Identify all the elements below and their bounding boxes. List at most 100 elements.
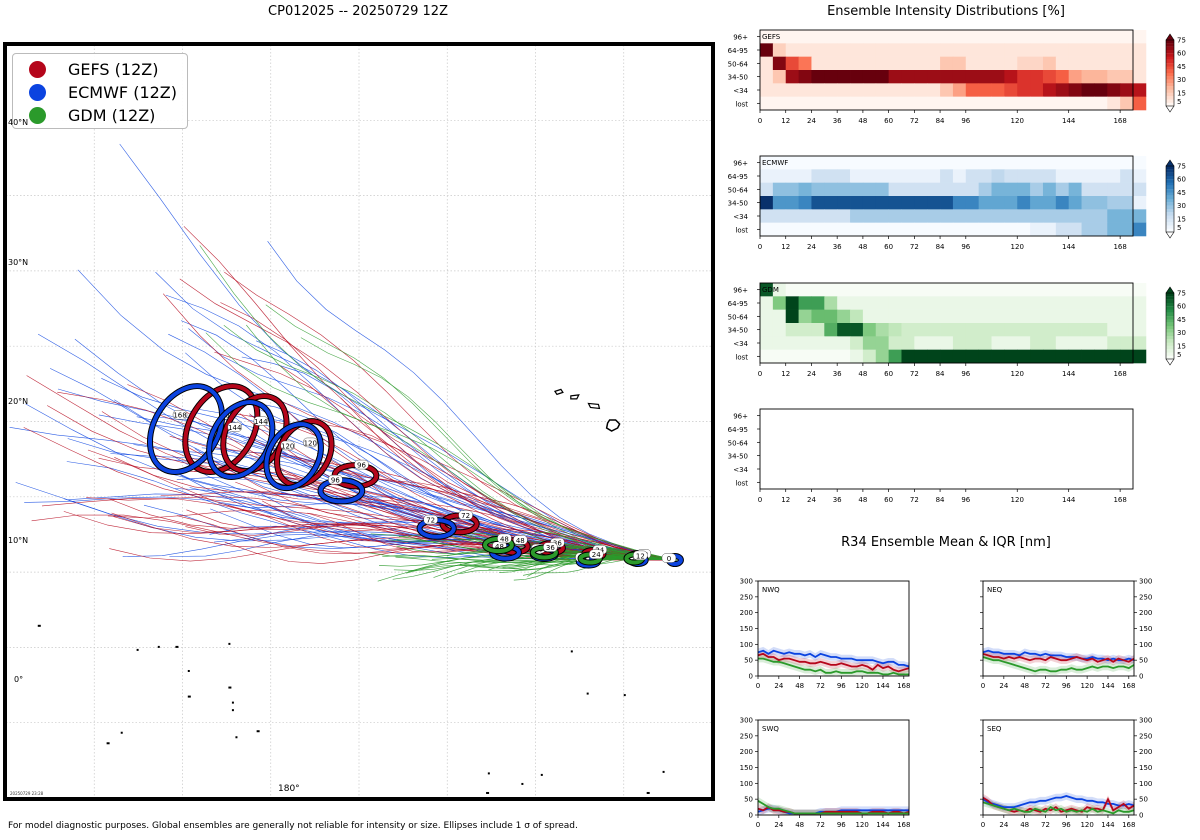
colorbar-tick-label: 5 <box>1177 98 1181 106</box>
colorbar-segment <box>1166 212 1174 216</box>
heatmap-cell <box>927 349 941 364</box>
heatmap-cell <box>1107 336 1121 350</box>
x-tick-label: 36 <box>833 243 842 251</box>
heatmap-cell <box>1068 349 1082 364</box>
heatmap-cell <box>824 96 838 111</box>
colorbar-segment <box>1166 73 1174 77</box>
y-tick-label: 50-64 <box>728 60 749 68</box>
heatmap-cell <box>1081 209 1095 223</box>
y-tick-label: 100 <box>740 641 753 649</box>
heatmap-cell <box>1081 309 1095 324</box>
heatmap-cell <box>1042 30 1057 44</box>
heatmap-cell <box>1068 56 1082 71</box>
mean-line-gdm <box>758 657 909 676</box>
heatmap-cell <box>1133 296 1147 310</box>
hour-label-box <box>497 533 512 544</box>
heatmap-cell <box>875 96 890 111</box>
lat-label: 20°N <box>8 397 29 406</box>
heatmap-cell <box>1107 169 1121 183</box>
heatmap-cell <box>952 182 967 197</box>
heatmap-cell <box>901 156 915 170</box>
heatmap-cell <box>811 222 825 237</box>
ensemble-track <box>63 511 677 561</box>
heatmap-cell <box>772 182 787 197</box>
heatmap-cell <box>991 70 1005 84</box>
heatmap-cell <box>811 43 825 57</box>
hour-label-box <box>253 416 269 426</box>
x-tick-label: 72 <box>816 821 825 829</box>
heatmap-cell <box>837 169 851 183</box>
ensemble-track <box>180 320 677 561</box>
y-tick-label: 96+ <box>733 287 748 295</box>
heatmap-cell <box>965 43 980 57</box>
colorbar-frame <box>1165 39 1175 107</box>
y-tick-label: <34 <box>733 340 748 348</box>
heatmap-cell <box>862 323 877 337</box>
heatmap-cell <box>1030 196 1044 210</box>
x-tick-label: 60 <box>884 370 893 378</box>
heatmap-cell <box>862 296 877 310</box>
heatmap-cell <box>772 83 787 97</box>
heatmap-cell <box>888 296 902 310</box>
heatmap-cell <box>1030 169 1044 183</box>
colorbar-tick-label: 30 <box>1177 329 1186 337</box>
heatmap-cell <box>875 182 890 197</box>
y-tick-label: 50 <box>744 796 753 804</box>
heatmap-cell <box>965 283 980 297</box>
ensemble-track <box>183 226 677 561</box>
y-tick-label: 96+ <box>733 34 748 42</box>
colorbar-segment <box>1166 309 1174 313</box>
colorbar-segment <box>1166 43 1174 47</box>
x-tick-label: 72 <box>910 370 919 378</box>
heatmap-cell <box>875 156 890 170</box>
heatmap-cell <box>1017 349 1031 364</box>
heatmap-cell <box>862 182 877 197</box>
colorbar-segment <box>1166 339 1174 343</box>
colorbar-min-arrow <box>1165 105 1175 113</box>
heatmap-cell <box>940 182 954 197</box>
map-frame <box>3 42 715 801</box>
x-tick-label: 84 <box>936 496 945 504</box>
colorbar-segment <box>1166 215 1174 219</box>
heatmap-cell <box>1120 296 1134 310</box>
heatmap-cell <box>824 83 838 97</box>
heatmap-cell <box>940 83 954 97</box>
x-tick-label: 144 <box>1062 370 1076 378</box>
heatmap-cell <box>1107 83 1121 97</box>
heatmap-cell <box>1004 83 1018 97</box>
colorbar-tick-label: 15 <box>1177 89 1186 97</box>
x-tick-label: 48 <box>1020 682 1029 690</box>
y-tick-label: 0 <box>1139 812 1143 820</box>
heatmap-cell <box>1017 336 1031 350</box>
x-tick-label: 12 <box>781 370 790 378</box>
heatmap-cell <box>772 169 787 183</box>
colorbar-segment <box>1166 299 1174 303</box>
track-map: 1681441209672483624121681441209672483624… <box>3 42 715 801</box>
heatmap-cell <box>824 209 838 223</box>
heatmap-cell <box>1120 336 1134 350</box>
heatmap-cell <box>1055 309 1070 324</box>
heatmap-cell <box>850 309 864 324</box>
colorbar-segment <box>1166 66 1174 70</box>
footer-note: For model diagnostic purposes. Global en… <box>8 821 578 831</box>
heatmap-cell <box>862 222 877 237</box>
colorbar-segment <box>1166 306 1174 310</box>
heatmap-cell <box>1042 43 1057 57</box>
heatmap-cell <box>1094 43 1108 57</box>
heatmap-cell <box>1055 323 1070 337</box>
heatmap-cell <box>1081 196 1095 210</box>
heatmap-cell <box>862 209 877 223</box>
y-tick-label: 200 <box>1139 609 1152 617</box>
heatmap-cell <box>940 156 954 170</box>
heatmap-cell <box>760 156 774 170</box>
heatmap-cell <box>1133 196 1147 210</box>
heatmap-cell <box>952 296 967 310</box>
x-tick-label: 120 <box>1011 243 1024 251</box>
heatmap-cell <box>760 222 774 237</box>
heatmap-cell <box>1107 296 1121 310</box>
lat-label: 10°N <box>8 536 29 545</box>
heatmap-cell <box>991 349 1005 364</box>
colorbar-segment <box>1166 326 1174 330</box>
heatmap-cell <box>888 336 902 350</box>
heatmap-cell <box>1055 296 1070 310</box>
